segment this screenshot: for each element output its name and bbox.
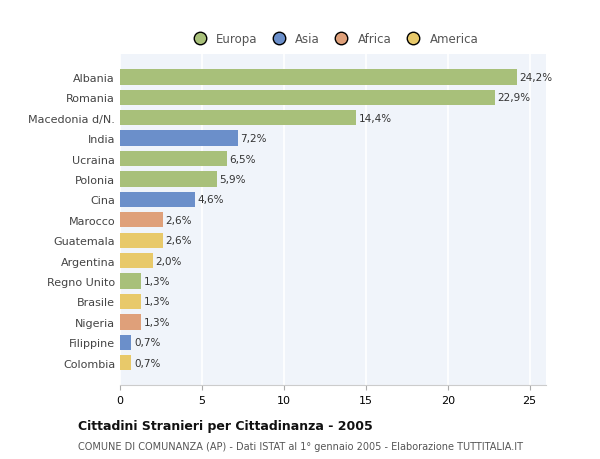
Text: 1,3%: 1,3% bbox=[144, 317, 170, 327]
Bar bbox=[120, 172, 217, 187]
Bar bbox=[120, 90, 495, 106]
Bar bbox=[120, 70, 517, 85]
Text: 5,9%: 5,9% bbox=[219, 174, 245, 185]
Bar bbox=[120, 213, 163, 228]
Text: 4,6%: 4,6% bbox=[198, 195, 224, 205]
Bar bbox=[120, 253, 153, 269]
Text: 7,2%: 7,2% bbox=[241, 134, 267, 144]
Bar bbox=[120, 335, 131, 350]
Text: 6,5%: 6,5% bbox=[229, 154, 256, 164]
Text: COMUNE DI COMUNANZA (AP) - Dati ISTAT al 1° gennaio 2005 - Elaborazione TUTTITAL: COMUNE DI COMUNANZA (AP) - Dati ISTAT al… bbox=[78, 441, 523, 451]
Text: Cittadini Stranieri per Cittadinanza - 2005: Cittadini Stranieri per Cittadinanza - 2… bbox=[78, 419, 373, 432]
Legend: Europa, Asia, Africa, America: Europa, Asia, Africa, America bbox=[183, 28, 483, 50]
Text: 0,7%: 0,7% bbox=[134, 337, 160, 347]
Text: 1,3%: 1,3% bbox=[144, 297, 170, 307]
Bar bbox=[120, 294, 142, 309]
Text: 1,3%: 1,3% bbox=[144, 276, 170, 286]
Bar bbox=[120, 274, 142, 289]
Bar bbox=[120, 355, 131, 370]
Text: 22,9%: 22,9% bbox=[497, 93, 531, 103]
Text: 0,7%: 0,7% bbox=[134, 358, 160, 368]
Text: 24,2%: 24,2% bbox=[519, 73, 552, 83]
Text: 2,6%: 2,6% bbox=[165, 236, 191, 246]
Bar bbox=[120, 233, 163, 248]
Text: 2,0%: 2,0% bbox=[155, 256, 182, 266]
Bar bbox=[120, 151, 227, 167]
Bar bbox=[120, 314, 142, 330]
Text: 2,6%: 2,6% bbox=[165, 215, 191, 225]
Bar bbox=[120, 192, 196, 207]
Bar bbox=[120, 131, 238, 146]
Text: 14,4%: 14,4% bbox=[358, 113, 392, 123]
Bar bbox=[120, 111, 356, 126]
